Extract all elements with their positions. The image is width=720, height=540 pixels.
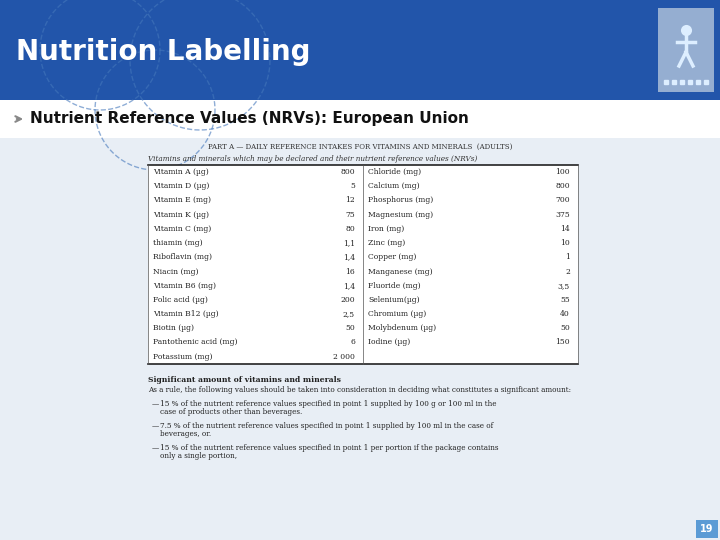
Text: Molybdenum (µg): Molybdenum (µg) <box>368 325 436 332</box>
Text: Copper (mg): Copper (mg) <box>368 253 416 261</box>
Bar <box>696 520 718 538</box>
Text: Vitamin D (µg): Vitamin D (µg) <box>153 183 210 190</box>
Text: Significant amount of vitamins and minerals: Significant amount of vitamins and miner… <box>148 376 341 384</box>
Text: 55: 55 <box>560 296 570 304</box>
Text: 1,4: 1,4 <box>343 253 355 261</box>
Text: Vitamin B12 (µg): Vitamin B12 (µg) <box>153 310 219 318</box>
Text: 10: 10 <box>560 239 570 247</box>
Text: 16: 16 <box>346 267 355 275</box>
Text: 15 % of the nutrient reference values specified in point 1 supplied by 100 g or : 15 % of the nutrient reference values sp… <box>160 400 497 408</box>
Text: 15 % of the nutrient reference values specified in point 1 per portion if the pa: 15 % of the nutrient reference values sp… <box>160 444 498 452</box>
Text: 200: 200 <box>341 296 355 304</box>
Text: 12: 12 <box>346 197 355 205</box>
Text: Pantothenic acid (mg): Pantothenic acid (mg) <box>153 339 238 347</box>
Text: 800: 800 <box>555 183 570 190</box>
Text: 75: 75 <box>346 211 355 219</box>
Bar <box>0 100 720 138</box>
Text: As a rule, the following values should be taken into consideration in deciding w: As a rule, the following values should b… <box>148 386 571 394</box>
Text: 1,1: 1,1 <box>343 239 355 247</box>
Text: 14: 14 <box>560 225 570 233</box>
Bar <box>0 138 720 540</box>
Text: 5: 5 <box>350 183 355 190</box>
Text: Riboflavin (mg): Riboflavin (mg) <box>153 253 212 261</box>
Bar <box>148 165 578 364</box>
Text: Calcium (mg): Calcium (mg) <box>368 183 420 190</box>
Text: Nutrient Reference Values (NRVs): European Union: Nutrient Reference Values (NRVs): Europe… <box>30 111 469 126</box>
Text: Selenium(µg): Selenium(µg) <box>368 296 420 304</box>
Text: 100: 100 <box>555 168 570 176</box>
Text: Nutrition Labelling: Nutrition Labelling <box>16 38 310 66</box>
Text: —: — <box>152 400 159 408</box>
Text: 150: 150 <box>555 339 570 347</box>
Text: 19: 19 <box>701 524 714 534</box>
Text: 2 000: 2 000 <box>333 353 355 361</box>
Text: —: — <box>152 422 159 430</box>
Text: Chloride (mg): Chloride (mg) <box>368 168 421 176</box>
Text: 1: 1 <box>565 253 570 261</box>
Text: 40: 40 <box>560 310 570 318</box>
Text: Chromium (µg): Chromium (µg) <box>368 310 426 318</box>
Text: Iron (mg): Iron (mg) <box>368 225 404 233</box>
Text: case of products other than beverages.: case of products other than beverages. <box>160 408 302 416</box>
Text: 2,5: 2,5 <box>343 310 355 318</box>
Text: Potassium (mg): Potassium (mg) <box>153 353 212 361</box>
Text: 7.5 % of the nutrient reference values specified in point 1 supplied by 100 ml i: 7.5 % of the nutrient reference values s… <box>160 422 493 430</box>
Text: Phosphorus (mg): Phosphorus (mg) <box>368 197 433 205</box>
Text: 50: 50 <box>560 325 570 332</box>
Text: beverages, or.: beverages, or. <box>160 430 211 438</box>
Text: 3,5: 3,5 <box>558 282 570 289</box>
Text: Vitamin A (µg): Vitamin A (µg) <box>153 168 209 176</box>
Text: 50: 50 <box>346 325 355 332</box>
Text: 80: 80 <box>346 225 355 233</box>
Text: 6: 6 <box>350 339 355 347</box>
Text: 800: 800 <box>341 168 355 176</box>
Text: Biotin (µg): Biotin (µg) <box>153 325 194 332</box>
Text: Niacin (mg): Niacin (mg) <box>153 267 199 275</box>
Text: —: — <box>152 444 159 452</box>
Text: Zinc (mg): Zinc (mg) <box>368 239 405 247</box>
Text: Vitamin K (µg): Vitamin K (µg) <box>153 211 209 219</box>
Text: Magnesium (mg): Magnesium (mg) <box>368 211 433 219</box>
Text: Manganese (mg): Manganese (mg) <box>368 267 433 275</box>
Text: 1,4: 1,4 <box>343 282 355 289</box>
Text: Fluoride (mg): Fluoride (mg) <box>368 282 420 289</box>
Text: Vitamin C (mg): Vitamin C (mg) <box>153 225 211 233</box>
Text: only a single portion,: only a single portion, <box>160 452 237 460</box>
Text: 375: 375 <box>555 211 570 219</box>
Text: thiamin (mg): thiamin (mg) <box>153 239 202 247</box>
Text: Folic acid (µg): Folic acid (µg) <box>153 296 208 304</box>
Text: Vitamins and minerals which may be declared and their nutrient reference values : Vitamins and minerals which may be decla… <box>148 155 477 163</box>
Text: PART A — DAILY REFERENCE INTAKES FOR VITAMINS AND MINERALS  (ADULTS): PART A — DAILY REFERENCE INTAKES FOR VIT… <box>208 143 512 151</box>
Text: Iodine (µg): Iodine (µg) <box>368 339 410 347</box>
Text: 700: 700 <box>555 197 570 205</box>
Bar <box>0 0 720 100</box>
Bar <box>658 8 714 92</box>
Text: 2: 2 <box>565 267 570 275</box>
Text: Vitamin E (mg): Vitamin E (mg) <box>153 197 211 205</box>
Text: Vitamin B6 (mg): Vitamin B6 (mg) <box>153 282 216 289</box>
